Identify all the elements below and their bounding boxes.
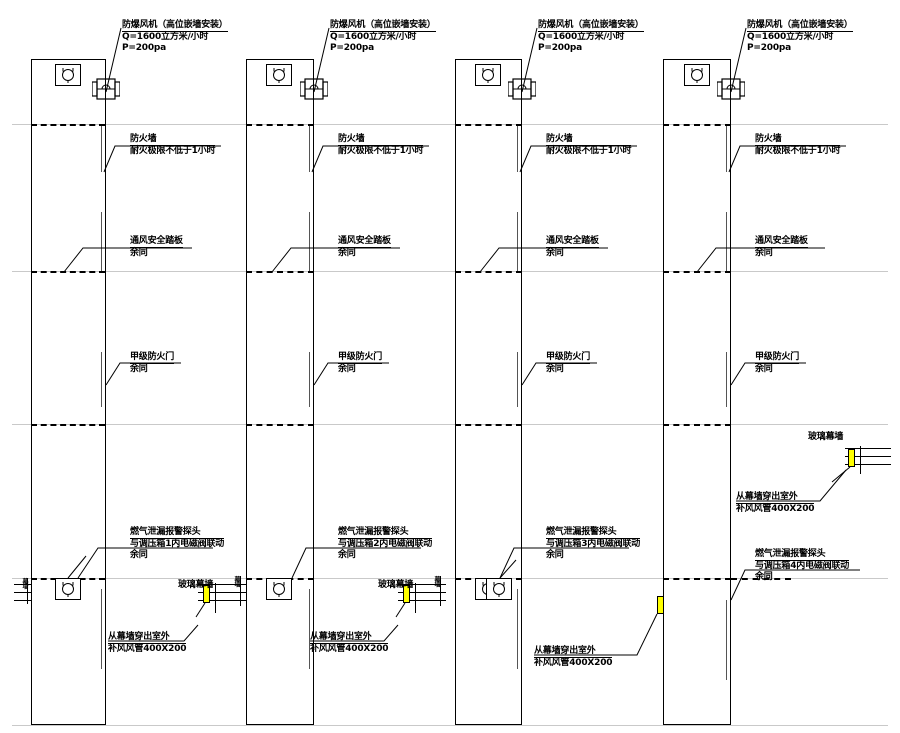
bay-2-regulator-box-top xyxy=(266,64,292,86)
bay-2-makeup-duct xyxy=(398,584,446,606)
bay-4-vent-plate-jamb xyxy=(726,212,727,272)
bay-2-explosion-proof-fan xyxy=(300,78,328,100)
bay-1-regulator-box-top xyxy=(55,64,81,86)
bay-4-detector-label: 燃气泄漏报警探头 与调压箱4内电磁阀联动 余同 xyxy=(755,549,850,582)
level-line-2 xyxy=(12,271,888,272)
level-line-3 xyxy=(12,424,888,425)
bay-4-vent-plate-label: 通风安全踏板 余同 xyxy=(755,236,808,258)
bay-3-fire-door-jamb xyxy=(517,352,518,407)
bay-3-dash-level-3 xyxy=(455,424,522,426)
bay-4-regulator-box-bottom xyxy=(486,578,512,600)
bay-4-curtain-wall-marker xyxy=(848,449,855,467)
bay-3-vent-plate-label: 通风安全踏板 余同 xyxy=(546,236,599,258)
level-line-5 xyxy=(12,725,888,726)
bay-1-makeup-duct xyxy=(198,584,246,606)
bay-4-dash-level-4 xyxy=(663,578,731,580)
bay-1-detector-label: 燃气泄漏报警探头 与调压箱1内电磁阀联动 余同 xyxy=(130,527,225,560)
bay-3-lower-jamb xyxy=(517,589,518,669)
bay-1-curtain-wall-mullion xyxy=(215,583,216,613)
bay-2-lower-jamb xyxy=(309,589,310,669)
bay-4-lower-jamb xyxy=(726,600,727,680)
bay-3-regulator-leader xyxy=(499,559,517,579)
bay-3-explosion-proof-fan xyxy=(508,78,536,100)
bay-4-regulator-box-top xyxy=(684,64,710,86)
bay-3-fire-door-label: 甲级防火门 余同 xyxy=(546,352,591,374)
bay-2-curtain-wall-marker xyxy=(403,585,410,603)
bay-3-dash-level-2 xyxy=(455,271,522,273)
bay-2-makeup-duct-label: 从幕墙穿出室外 补风风管400X200 xyxy=(310,632,389,654)
bay-4-curtain-wall-label: 玻璃幕墙 xyxy=(808,432,844,442)
bay-3-detector-label: 燃气泄漏报警探头 与调压箱3内电磁阀联动 余同 xyxy=(546,527,641,560)
bay-4-firewall-label: 防火墙 耐火极限不低于1小时 xyxy=(755,134,841,156)
bay-1-left-wall-hatch: 幕墙 xyxy=(21,578,28,588)
bay-1-dash-level-1 xyxy=(31,124,105,126)
level-line-4 xyxy=(12,578,888,579)
bay-1-vent-plate-label: 通风安全踏板 余同 xyxy=(130,236,183,258)
bay-1-firewall-label: 防火墙 耐火极限不低于1小时 xyxy=(130,134,216,156)
bay-1-firewall-jamb xyxy=(101,126,102,172)
bay-1-curtain-wall-label: 玻璃幕墙 xyxy=(178,580,214,590)
bay-1-curtain-wall-marker xyxy=(203,585,210,603)
bay-1-makeup-duct-label: 从幕墙穿出室外 补风风管400X200 xyxy=(108,632,187,654)
bay-4-fan-label: 防爆风机（高位嵌墙安装） Q=1600立方米/小时 P=200pa xyxy=(747,20,853,53)
bay-4-dash-level-3 xyxy=(663,424,731,426)
bay-2-dash-level-2 xyxy=(246,271,314,273)
bay-1-fire-door-label: 甲级防火门 余同 xyxy=(130,352,175,374)
bay-1-lower-jamb xyxy=(101,589,102,669)
bay-2-vent-plate-jamb xyxy=(309,212,310,272)
bay-4-curtain-wall-mullion xyxy=(860,446,861,474)
bay-2-dash-level-3 xyxy=(246,424,314,426)
bay-4-explosion-proof-fan xyxy=(717,78,745,100)
bay-1-dash-level-3 xyxy=(31,424,105,426)
bay-3-firewall-label: 防火墙 耐火极限不低于1小时 xyxy=(546,134,632,156)
bay-1-dash-level-2 xyxy=(31,271,105,273)
bay-4-fire-door-jamb xyxy=(726,352,727,407)
bay-4-dash-level-2 xyxy=(663,271,731,273)
bay-2-firewall-jamb xyxy=(309,126,310,172)
bay-3-vent-plate-jamb xyxy=(517,212,518,272)
bay-2-curtain-wall-label: 玻璃幕墙 xyxy=(378,580,414,590)
bay-3-regulator-box-top xyxy=(475,64,501,86)
bay-4-dash-level-1 xyxy=(663,124,731,126)
bay-2-fan-label: 防爆风机（高位嵌墙安装） Q=1600立方米/小时 P=200pa xyxy=(330,20,436,53)
bay-2-firewall-label: 防火墙 耐火极限不低于1小时 xyxy=(338,134,424,156)
bay-2-fire-door-label: 甲级防火门 余同 xyxy=(338,352,383,374)
bay-1-fan-label: 防爆风机（高位嵌墙安装） Q=1600立方米/小时 P=200pa xyxy=(122,20,228,53)
bay-2-detector-label: 燃气泄漏报警探头 与调压箱2内电磁阀联动 余同 xyxy=(338,527,433,560)
bay-1-explosion-proof-fan xyxy=(92,78,120,100)
bay-3-dash-level-1 xyxy=(455,124,522,126)
bay-3-fan-label: 防爆风机（高位嵌墙安装） Q=1600立方米/小时 P=200pa xyxy=(538,20,644,53)
bay-1-vent-plate-jamb xyxy=(101,212,102,272)
bay-1-regulator-leader xyxy=(67,555,87,579)
bay-2-curtain-wall-mullion xyxy=(415,583,416,613)
bay-2-right-wall-hatch: 幕墙 xyxy=(433,576,440,586)
bay-3-firewall-jamb xyxy=(517,126,518,172)
bay-1-regulator-box-bottom xyxy=(55,578,81,600)
bay-2-vent-plate-label: 通风安全踏板 余同 xyxy=(338,236,391,258)
bay-4-makeup-duct-label: 从幕墙穿出室外 补风风管400X200 xyxy=(736,492,815,514)
bay-4-fire-door-label: 甲级防火门 余同 xyxy=(755,352,800,374)
bay-4-makeup-duct xyxy=(845,448,891,470)
level-line-1 xyxy=(12,124,888,125)
bay-4-firewall-jamb xyxy=(726,126,727,172)
bay-2-dash-level-1 xyxy=(246,124,314,126)
bay-2-regulator-box-bottom xyxy=(266,578,292,600)
bay-1-fire-door-jamb xyxy=(101,352,102,407)
bay-1-right-wall-hatch: 幕墙 xyxy=(233,576,240,586)
bay-3-makeup-duct-label: 从幕墙穿出室外 补风风管400X200 xyxy=(534,646,613,668)
bay-2-fire-door-jamb xyxy=(309,352,310,407)
